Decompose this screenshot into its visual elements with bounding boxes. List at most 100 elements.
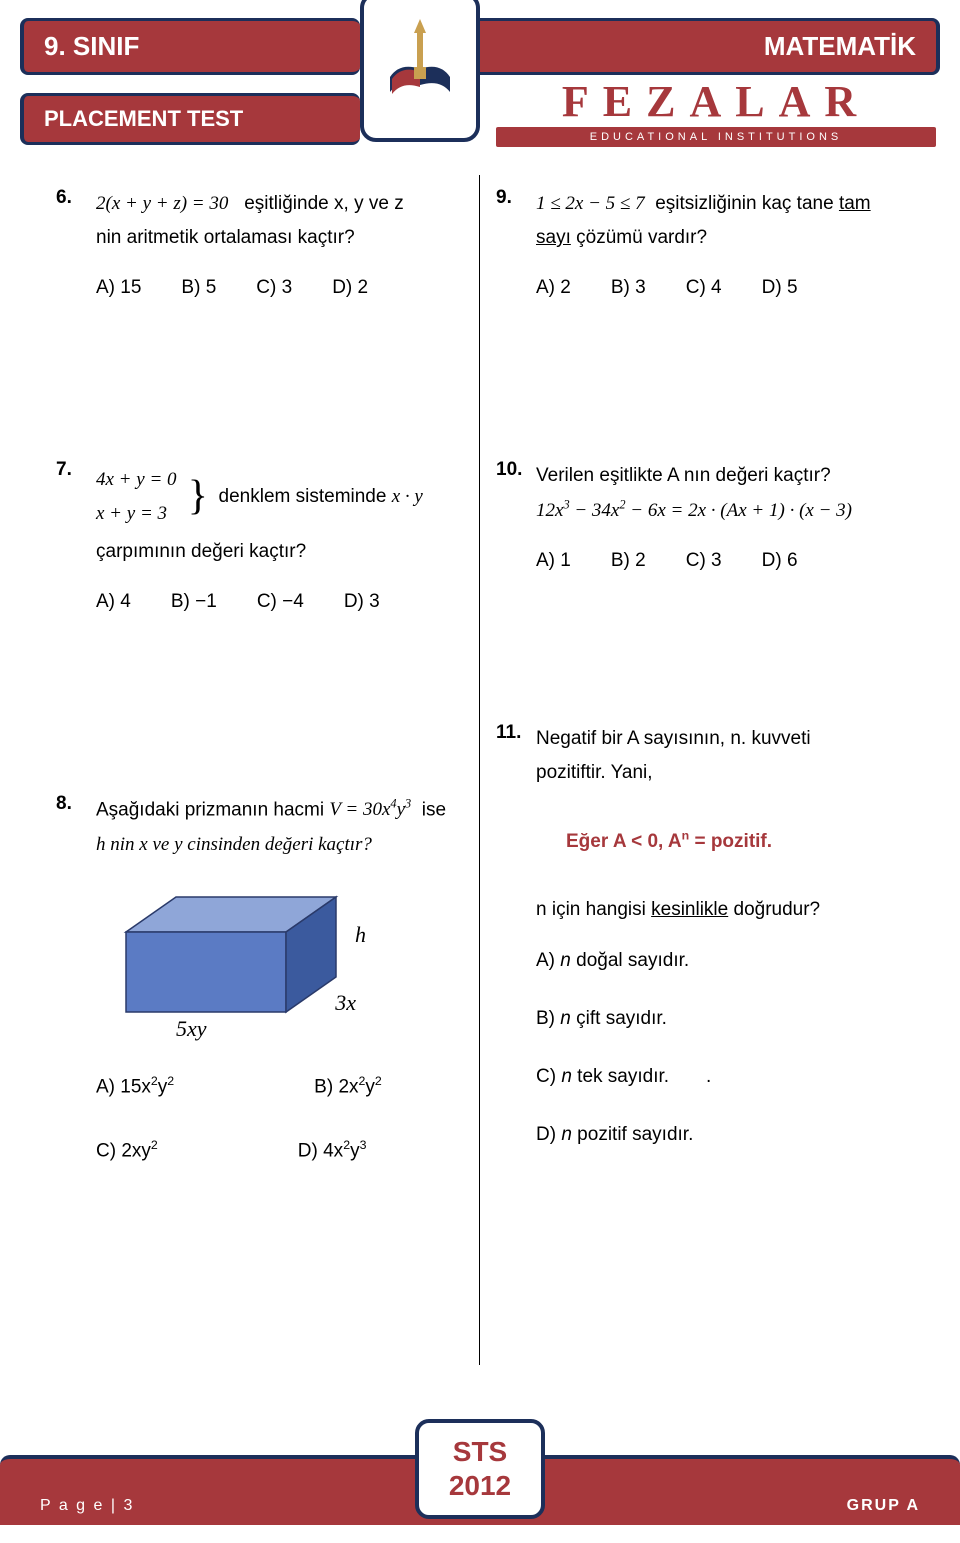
q7-sys1: 4x + y = 0 xyxy=(96,469,177,490)
q10-opt-c: C) 3 xyxy=(686,550,722,572)
q6-text1: eşitliğinde x, y ve z xyxy=(244,193,403,214)
q8-number: 8. xyxy=(56,793,96,862)
q6-number: 6. xyxy=(56,187,96,255)
q7-sys2: x + y = 3 xyxy=(96,503,167,524)
question-6: 6. 2(x + y + z) = 30 eşitliğinde x, y ve… xyxy=(56,187,463,299)
q10-text1: Verilen eşitlikte A nın değeri kaçtır? xyxy=(536,465,831,486)
brand-subtitle: EDUCATIONAL INSTITUTIONS xyxy=(496,127,936,147)
q9-number: 9. xyxy=(496,187,536,255)
q6-equation: 2(x + y + z) = 30 xyxy=(96,193,228,214)
q8-text1: Aşağıdaki prizmanın hacmi xyxy=(96,799,324,820)
q6-opt-a: A) 15 xyxy=(96,277,141,299)
q8-body: Aşağıdaki prizmanın hacmi V = 30x4y3 ise… xyxy=(96,793,446,862)
q11-opt-b: B) n çift sayıdır. xyxy=(536,1008,904,1030)
question-10: 10. Verilen eşitlikte A nın değeri kaçtı… xyxy=(496,459,904,572)
q9-tam: tam xyxy=(839,193,871,214)
test-type-banner: PLACEMENT TEST xyxy=(20,93,360,145)
q7-text2: çarpımının değeri kaçtır? xyxy=(96,541,306,562)
q11-opt-d: D) n pozitif sayıdır. xyxy=(536,1124,904,1146)
question-7: 7. 4x + y = 0 x + y = 3 } denklem sistem… xyxy=(56,459,463,613)
logo-icon xyxy=(380,17,460,117)
q7-opt-a: A) 4 xyxy=(96,591,131,613)
q8-text2: h nin x ve y cinsinden değeri kaçtır? xyxy=(96,834,372,855)
brand-name: FEZALAR xyxy=(496,76,936,127)
group-label: GRUP A xyxy=(847,1497,920,1515)
right-column: 9. 1 ≤ 2x − 5 ≤ 7 eşitsizliğinin kaç tan… xyxy=(480,175,920,1365)
q9-body: 1 ≤ 2x − 5 ≤ 7 eşitsizliğinin kaç tane t… xyxy=(536,187,871,255)
subject-banner: MATEMATİK xyxy=(410,18,940,75)
q6-opt-b: B) 5 xyxy=(181,277,216,299)
q7-opt-b: B) −1 xyxy=(171,591,217,613)
q8-opt-a: A) 15x2y2 xyxy=(96,1074,174,1098)
q9-line2a: sayı xyxy=(536,227,571,248)
q9-text1: eşitsizliğinin kaç tane xyxy=(655,193,833,214)
q10-opt-d: D) 6 xyxy=(762,550,798,572)
grade-text: 9. SINIF xyxy=(44,31,139,61)
question-8: 8. Aşağıdaki prizmanın hacmi V = 30x4y3 … xyxy=(56,793,463,1162)
q7-text1: denklem sisteminde xyxy=(219,486,387,507)
q8-options-row2: C) 2xy2 D) 4x2y3 xyxy=(96,1138,463,1162)
q10-eq: 12x3 − 34x2 − 6x = 2x · (Ax + 1) · (x − … xyxy=(536,500,852,521)
q9-opt-a: A) 2 xyxy=(536,277,571,299)
prism-label-5xy: 5xy xyxy=(176,1016,207,1042)
q10-number: 10. xyxy=(496,459,536,528)
q9-line2b: çözümü vardır? xyxy=(576,227,707,248)
footer-badge: STS 2012 xyxy=(415,1419,545,1519)
q10-opt-b: B) 2 xyxy=(611,550,646,572)
q8-vol: V = 30x4y3 xyxy=(329,799,411,820)
q6-body: 2(x + y + z) = 30 eşitliğinde x, y ve z … xyxy=(96,187,404,255)
q9-ineq: 1 ≤ 2x − 5 ≤ 7 xyxy=(536,193,645,214)
q7-system: 4x + y = 0 x + y = 3 xyxy=(96,463,177,531)
page-footer: P a g e | 3 GRUP A STS 2012 xyxy=(0,1415,960,1525)
test-type-text: PLACEMENT TEST xyxy=(44,106,243,131)
q11-text1: Negatif bir A sayısının, n. kuvveti xyxy=(536,728,811,749)
school-logo xyxy=(360,0,480,142)
content-area: 6. 2(x + y + z) = 30 eşitliğinde x, y ve… xyxy=(0,165,960,1395)
q7-opt-c: C) −4 xyxy=(257,591,304,613)
q11-text3c: doğrudur? xyxy=(728,899,820,920)
q6-options: A) 15 B) 5 C) 3 D) 2 xyxy=(96,277,463,299)
q11-red-pre: Eğer A < 0, A xyxy=(566,831,682,852)
q8-ise: ise xyxy=(422,799,446,820)
q10-options: A) 1 B) 2 C) 3 D) 6 xyxy=(536,550,904,572)
q11-text3b: kesinlikle xyxy=(651,899,728,920)
q6-opt-c: C) 3 xyxy=(256,277,292,299)
page-header: 9. SINIF MATEMATİK PLACEMENT TEST FEZALA… xyxy=(0,0,960,165)
q9-opt-b: B) 3 xyxy=(611,277,646,299)
q7-number: 7. xyxy=(56,459,96,569)
q9-options: A) 2 B) 3 C) 4 D) 5 xyxy=(536,277,904,299)
q7-body: 4x + y = 0 x + y = 3 } denklem sistemind… xyxy=(96,459,423,569)
q11-red-post: = pozitif. xyxy=(689,831,772,852)
q9-opt-d: D) 5 xyxy=(762,277,798,299)
sts-label: STS xyxy=(453,1435,507,1469)
q11-redline: Eğer A < 0, An = pozitif. xyxy=(566,831,772,852)
brand-block: FEZALAR EDUCATIONAL INSTITUTIONS xyxy=(496,76,936,156)
q11-options: A) n doğal sayıdır. B) n çift sayıdır. C… xyxy=(536,950,904,1146)
q11-opt-c: C) n tek sayıdır. . xyxy=(536,1066,904,1088)
left-column: 6. 2(x + y + z) = 30 eşitliğinde x, y ve… xyxy=(40,175,480,1365)
q11-text2: pozitiftir. Yani, xyxy=(536,762,653,783)
q10-opt-a: A) 1 xyxy=(536,550,571,572)
page-number: P a g e | 3 xyxy=(40,1497,134,1515)
grade-banner: 9. SINIF xyxy=(20,18,360,75)
q7-options: A) 4 B) −1 C) −4 D) 3 xyxy=(96,591,463,613)
q8-options-row1: A) 15x2y2 B) 2x2y2 xyxy=(96,1074,463,1098)
q7-opt-d: D) 3 xyxy=(344,591,380,613)
question-9: 9. 1 ≤ 2x − 5 ≤ 7 eşitsizliğinin kaç tan… xyxy=(496,187,904,299)
question-11: 11. Negatif bir A sayısının, n. kuvveti … xyxy=(496,722,904,1145)
prism-label-h: h xyxy=(355,922,366,948)
q10-body: Verilen eşitlikte A nın değeri kaçtır? 1… xyxy=(536,459,852,528)
q9-opt-c: C) 4 xyxy=(686,277,722,299)
q11-text3a: n için hangisi xyxy=(536,899,651,920)
q11-number: 11. xyxy=(496,722,536,927)
q6-opt-d: D) 2 xyxy=(332,277,368,299)
q8-opt-b: B) 2x2y2 xyxy=(314,1074,382,1098)
q6-text2: nin aritmetik ortalaması kaçtır? xyxy=(96,227,355,248)
q11-body: Negatif bir A sayısının, n. kuvveti pozi… xyxy=(536,722,820,927)
q7-xy: x · y xyxy=(392,486,423,507)
prism-label-3x: 3x xyxy=(335,990,356,1016)
prism-diagram: h 3x 5xy xyxy=(96,882,376,1052)
q11-opt-a: A) n doğal sayıdır. xyxy=(536,950,904,972)
q8-opt-c: C) 2xy2 xyxy=(96,1138,158,1162)
year-label: 2012 xyxy=(449,1469,511,1503)
